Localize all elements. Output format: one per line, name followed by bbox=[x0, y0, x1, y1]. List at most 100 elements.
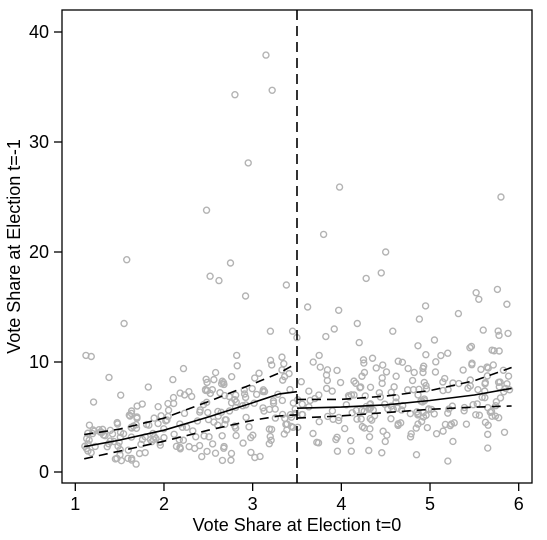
data-point bbox=[409, 385, 418, 394]
data-point bbox=[414, 420, 422, 428]
data-point bbox=[379, 361, 387, 369]
data-point bbox=[251, 453, 259, 462]
data-point bbox=[85, 436, 93, 444]
data-point bbox=[210, 375, 218, 384]
data-point bbox=[383, 431, 391, 439]
data-point bbox=[218, 432, 226, 440]
data-point bbox=[387, 415, 395, 423]
data-point bbox=[203, 447, 211, 456]
data-point bbox=[366, 403, 375, 412]
data-point bbox=[117, 456, 126, 465]
data-point bbox=[490, 347, 498, 355]
y-tick-label: 10 bbox=[29, 352, 49, 372]
data-point bbox=[124, 454, 132, 463]
data-point bbox=[260, 407, 268, 415]
data-point bbox=[328, 387, 336, 395]
data-point bbox=[398, 358, 407, 367]
data-point bbox=[268, 86, 276, 95]
data-point bbox=[408, 376, 417, 385]
data-point bbox=[248, 384, 256, 393]
data-point bbox=[469, 401, 477, 409]
data-point bbox=[127, 423, 135, 432]
data-point bbox=[85, 421, 94, 429]
data-point bbox=[315, 417, 323, 426]
ci-lower-line-right bbox=[296, 405, 512, 419]
data-point bbox=[389, 327, 397, 335]
data-point bbox=[141, 448, 149, 457]
data-point bbox=[280, 430, 288, 438]
data-point bbox=[346, 436, 355, 445]
data-point bbox=[169, 393, 178, 402]
data-point bbox=[132, 460, 140, 468]
data-point bbox=[200, 432, 208, 440]
data-point bbox=[350, 377, 358, 385]
data-point bbox=[494, 327, 502, 335]
data-point bbox=[227, 373, 236, 381]
data-point bbox=[154, 419, 162, 428]
data-point bbox=[500, 428, 509, 436]
data-point bbox=[352, 406, 361, 415]
data-point bbox=[406, 433, 415, 441]
data-point bbox=[381, 437, 389, 446]
y-tick-label: 20 bbox=[29, 242, 49, 262]
data-point bbox=[185, 387, 193, 396]
data-point bbox=[309, 429, 317, 438]
data-point bbox=[484, 430, 492, 439]
data-point bbox=[393, 404, 402, 412]
ci-upper-line-left bbox=[84, 362, 298, 436]
data-point bbox=[475, 295, 483, 303]
data-point bbox=[240, 390, 249, 398]
data-point bbox=[422, 385, 431, 393]
data-point bbox=[190, 444, 199, 453]
data-point bbox=[242, 413, 250, 422]
data-point bbox=[504, 372, 513, 380]
data-point bbox=[459, 366, 467, 374]
data-point bbox=[332, 435, 340, 444]
y-tick-label: 30 bbox=[29, 132, 49, 152]
data-point bbox=[444, 409, 452, 417]
data-point bbox=[202, 206, 211, 214]
x-tick-label: 6 bbox=[514, 494, 524, 514]
data-point bbox=[298, 400, 306, 408]
data-point bbox=[420, 395, 429, 403]
data-point bbox=[202, 375, 210, 383]
data-point bbox=[487, 407, 496, 416]
data-point bbox=[266, 356, 275, 365]
data-point bbox=[265, 425, 274, 433]
data-point bbox=[316, 363, 324, 371]
x-tick-label: 1 bbox=[70, 494, 80, 514]
data-point bbox=[333, 447, 342, 455]
data-point bbox=[468, 359, 476, 367]
data-point bbox=[182, 423, 191, 431]
data-point bbox=[466, 344, 474, 352]
data-point bbox=[377, 269, 385, 277]
data-point bbox=[495, 347, 503, 355]
data-point bbox=[361, 392, 369, 400]
data-point bbox=[105, 373, 113, 382]
data-point bbox=[462, 420, 471, 428]
data-point bbox=[144, 383, 152, 391]
data-point bbox=[180, 409, 189, 418]
data-point bbox=[124, 446, 132, 454]
data-point bbox=[493, 285, 502, 294]
data-point bbox=[394, 421, 402, 430]
data-point bbox=[448, 402, 457, 410]
data-point bbox=[217, 380, 226, 388]
data-point bbox=[394, 357, 402, 365]
data-point bbox=[362, 274, 370, 283]
data-point bbox=[288, 327, 297, 335]
data-point bbox=[113, 420, 122, 428]
data-point bbox=[208, 386, 217, 394]
data-point bbox=[403, 386, 412, 394]
data-point bbox=[91, 442, 99, 451]
data-point bbox=[269, 397, 278, 405]
data-point bbox=[227, 456, 235, 464]
x-axis-title: Vote Share at Election t=0 bbox=[193, 515, 402, 535]
data-point bbox=[192, 433, 200, 441]
data-point bbox=[484, 421, 492, 429]
data-point bbox=[503, 300, 511, 308]
data-point bbox=[437, 351, 445, 360]
data-point bbox=[392, 393, 400, 402]
data-point bbox=[282, 281, 291, 289]
